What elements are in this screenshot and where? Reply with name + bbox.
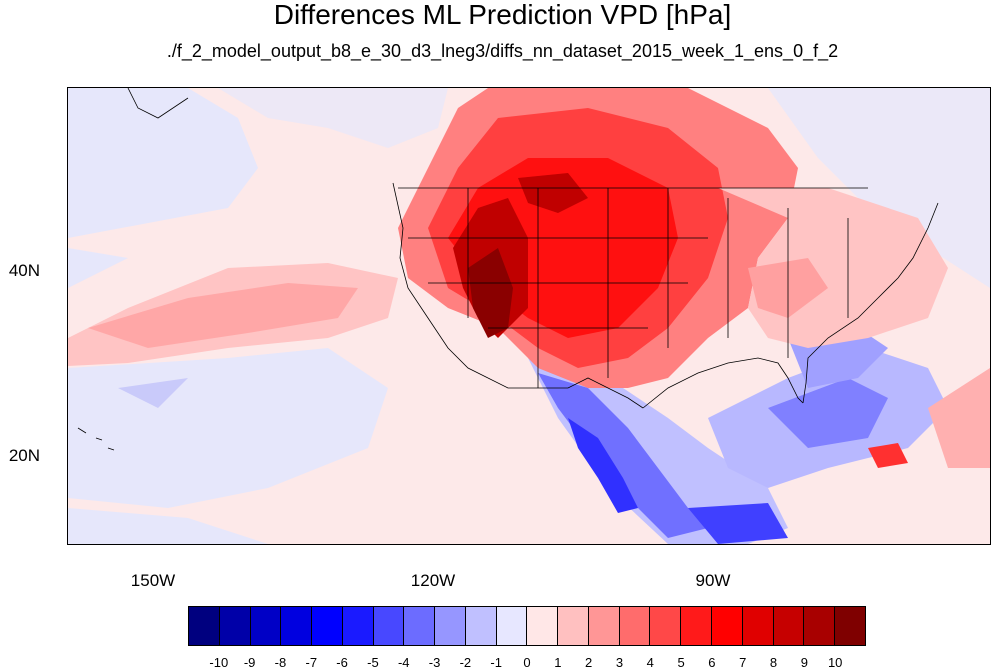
colorbar-tick-label: 7 [739, 655, 747, 670]
colorbar-box [773, 607, 805, 645]
colorbar-box [465, 607, 497, 645]
colorbar-box [404, 607, 436, 645]
lon-label-120w: 120W [410, 571, 456, 590]
colorbar-tick-label: -7 [305, 655, 318, 670]
colorbar-box [496, 607, 528, 645]
colorbar-tick-label: 5 [677, 655, 685, 670]
colorbar-tick-labels: -10 -9 -8 -7 -6 -5 -4 -3 -2 -1 0 1 2 3 4 5 6 7 8 9 10 [188, 656, 866, 672]
colorbar-tick-label: -6 [336, 655, 348, 670]
colorbar-tick-label: -8 [274, 655, 287, 670]
colorbar-tick-label: -3 [428, 655, 441, 670]
colorbar-tick-label: 8 [769, 655, 778, 670]
colorbar-box [527, 607, 559, 645]
colorbar-box [312, 607, 343, 645]
colorbar-tick-label: 4 [646, 655, 654, 670]
colorbar-tick-label: 0 [523, 655, 531, 670]
colorbar [188, 606, 866, 646]
colorbar-box [373, 607, 405, 645]
colorbar-tick-label: -5 [367, 655, 379, 670]
lat-label-40n: 40N [8, 261, 40, 280]
colorbar-tick-label: 3 [615, 655, 624, 670]
colorbar-box [588, 607, 620, 645]
colorbar-tick-label: 2 [585, 655, 593, 670]
colorbar-tick-label: 1 [554, 655, 562, 670]
colorbar-box [558, 607, 589, 645]
colorbar-box [435, 607, 466, 645]
lon-label-150w: 150W [130, 571, 176, 590]
colorbar-box [281, 607, 313, 645]
map-canvas [68, 88, 990, 544]
colorbar-box [804, 607, 836, 645]
colorbar-box [681, 607, 713, 645]
colorbar-tick-label: 9 [800, 655, 808, 670]
colorbar-box [650, 607, 682, 645]
colorbar-tick-label: 6 [708, 655, 716, 670]
colorbar-box [712, 607, 743, 645]
lat-label-20n: 20N [8, 446, 40, 465]
vpd-difference-map [67, 87, 991, 545]
colorbar-box [189, 607, 220, 645]
map-subtitle: ./f_2_model_output_b8_e_30_d3_lneg3/diff… [166, 41, 839, 61]
colorbar-box [619, 607, 651, 645]
colorbar-tick-label: -1 [490, 655, 502, 670]
lon-label-90w: 90W [695, 571, 731, 590]
colorbar-tick-label: -4 [397, 655, 410, 670]
colorbar-box [250, 607, 282, 645]
colorbar-tick-label: -10 [209, 655, 229, 670]
colorbar-box [219, 607, 251, 645]
map-title: Differences ML Prediction VPD [hPa] [273, 0, 732, 30]
colorbar-tick-label: 10 [827, 655, 843, 670]
colorbar-box [742, 607, 774, 645]
colorbar-box [835, 607, 865, 645]
colorbar-box [342, 607, 374, 645]
colorbar-tick-label: -9 [243, 655, 256, 670]
colorbar-tick-label: -2 [459, 655, 472, 670]
